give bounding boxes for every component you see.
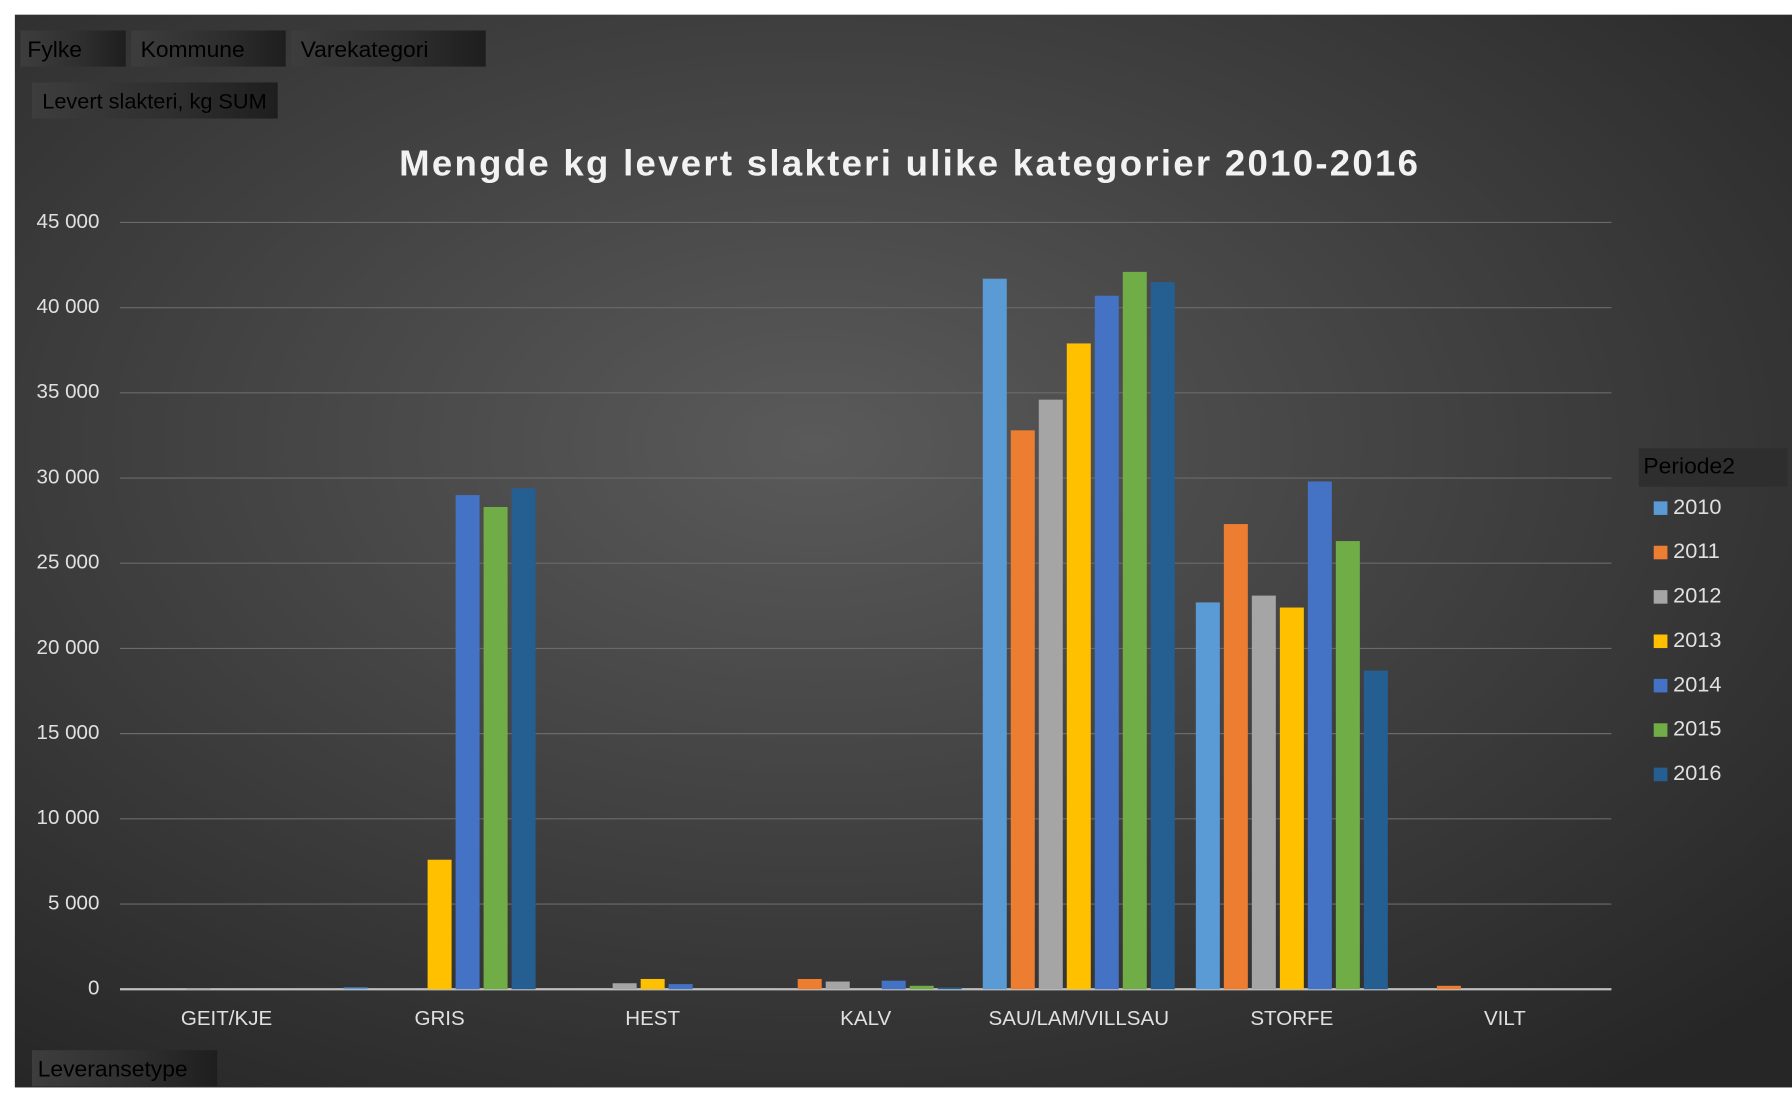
legend-swatch <box>1653 767 1668 782</box>
bar <box>1195 602 1220 990</box>
bar <box>1279 607 1304 990</box>
x-tick-label: GEIT/KJE <box>181 1007 272 1030</box>
bar <box>1122 271 1147 990</box>
bar <box>1363 670 1388 990</box>
bar <box>909 985 934 990</box>
chart-background <box>14 14 1792 1088</box>
filter-buttons: Fylke Kommune Varekategori Levert slakte… <box>20 30 486 1087</box>
bar <box>1066 343 1091 990</box>
bar <box>612 983 637 990</box>
x-tick-label: KALV <box>840 1007 891 1030</box>
legend-title-bg <box>1638 448 1788 487</box>
y-tick-label: 40 000 <box>37 295 100 318</box>
legend-label: 2010 <box>1673 494 1721 519</box>
y-tick-label: 45 000 <box>37 210 100 233</box>
y-tick-label: 35 000 <box>37 380 100 403</box>
y-tick-label: 0 <box>88 977 99 1000</box>
y-tick-label: 15 000 <box>37 721 100 744</box>
legend-label: 2014 <box>1673 671 1721 696</box>
bar <box>483 507 508 990</box>
legend-title: Periode2 <box>1643 453 1734 479</box>
field-button-label[interactable]: Fylke <box>27 36 82 62</box>
field-button[interactable] <box>291 30 486 67</box>
bar <box>511 488 536 990</box>
legend-label: 2013 <box>1673 627 1721 652</box>
field-button[interactable] <box>20 30 126 67</box>
y-tick-label: 5 000 <box>48 891 99 914</box>
bar <box>881 980 906 990</box>
x-tick-label: SAU/LAM/VILLSAU <box>989 1007 1170 1030</box>
y-tick-label: 30 000 <box>37 466 100 489</box>
bar <box>1307 481 1332 990</box>
bar <box>797 978 822 990</box>
field-button-label[interactable]: Varekategori <box>301 36 429 62</box>
legend-swatch <box>1653 678 1668 693</box>
legend-swatch <box>1653 723 1668 737</box>
bar <box>343 987 368 990</box>
legend-label: 2012 <box>1673 583 1721 608</box>
bar <box>982 278 1007 990</box>
bar <box>1094 295 1119 990</box>
value-button-label[interactable]: Levert slakteri, kg SUM <box>42 89 266 114</box>
axis-button-label[interactable]: Leveransetype <box>38 1056 188 1082</box>
field-button[interactable] <box>131 30 286 67</box>
bar <box>455 495 480 990</box>
x-tick-label: VILT <box>1484 1007 1526 1030</box>
bar <box>668 984 693 990</box>
chart-title: Mengde kg levert slakteri ulike kategori… <box>399 143 1420 184</box>
y-tick-label: 20 000 <box>37 636 100 659</box>
bar <box>1038 399 1063 990</box>
legend-swatch <box>1653 501 1668 515</box>
legend-label: 2011 <box>1673 538 1720 563</box>
x-tick-label: HEST <box>625 1007 680 1030</box>
legend-label: 2015 <box>1673 716 1721 741</box>
y-tick-label: 10 000 <box>37 806 100 829</box>
x-tick-label: STORFE <box>1250 1007 1333 1030</box>
axis-button[interactable] <box>32 1050 218 1087</box>
legend-swatch <box>1653 590 1668 604</box>
x-tick-label: GRIS <box>414 1007 464 1030</box>
legend-label: 2016 <box>1673 760 1721 785</box>
bar <box>186 988 211 990</box>
legend-swatch <box>1653 545 1668 560</box>
bar <box>937 987 962 990</box>
bar <box>1436 985 1461 990</box>
bar <box>1150 282 1175 990</box>
bar <box>1223 524 1248 990</box>
y-tick-label: 25 000 <box>37 551 100 574</box>
bar <box>825 981 850 990</box>
bar <box>640 978 665 990</box>
bar <box>1335 541 1360 990</box>
bar <box>1251 595 1276 990</box>
legend-swatch <box>1653 634 1668 649</box>
bar <box>1010 430 1035 990</box>
bar <box>427 859 452 990</box>
field-button-label[interactable]: Kommune <box>141 36 245 62</box>
value-button[interactable] <box>32 82 278 119</box>
